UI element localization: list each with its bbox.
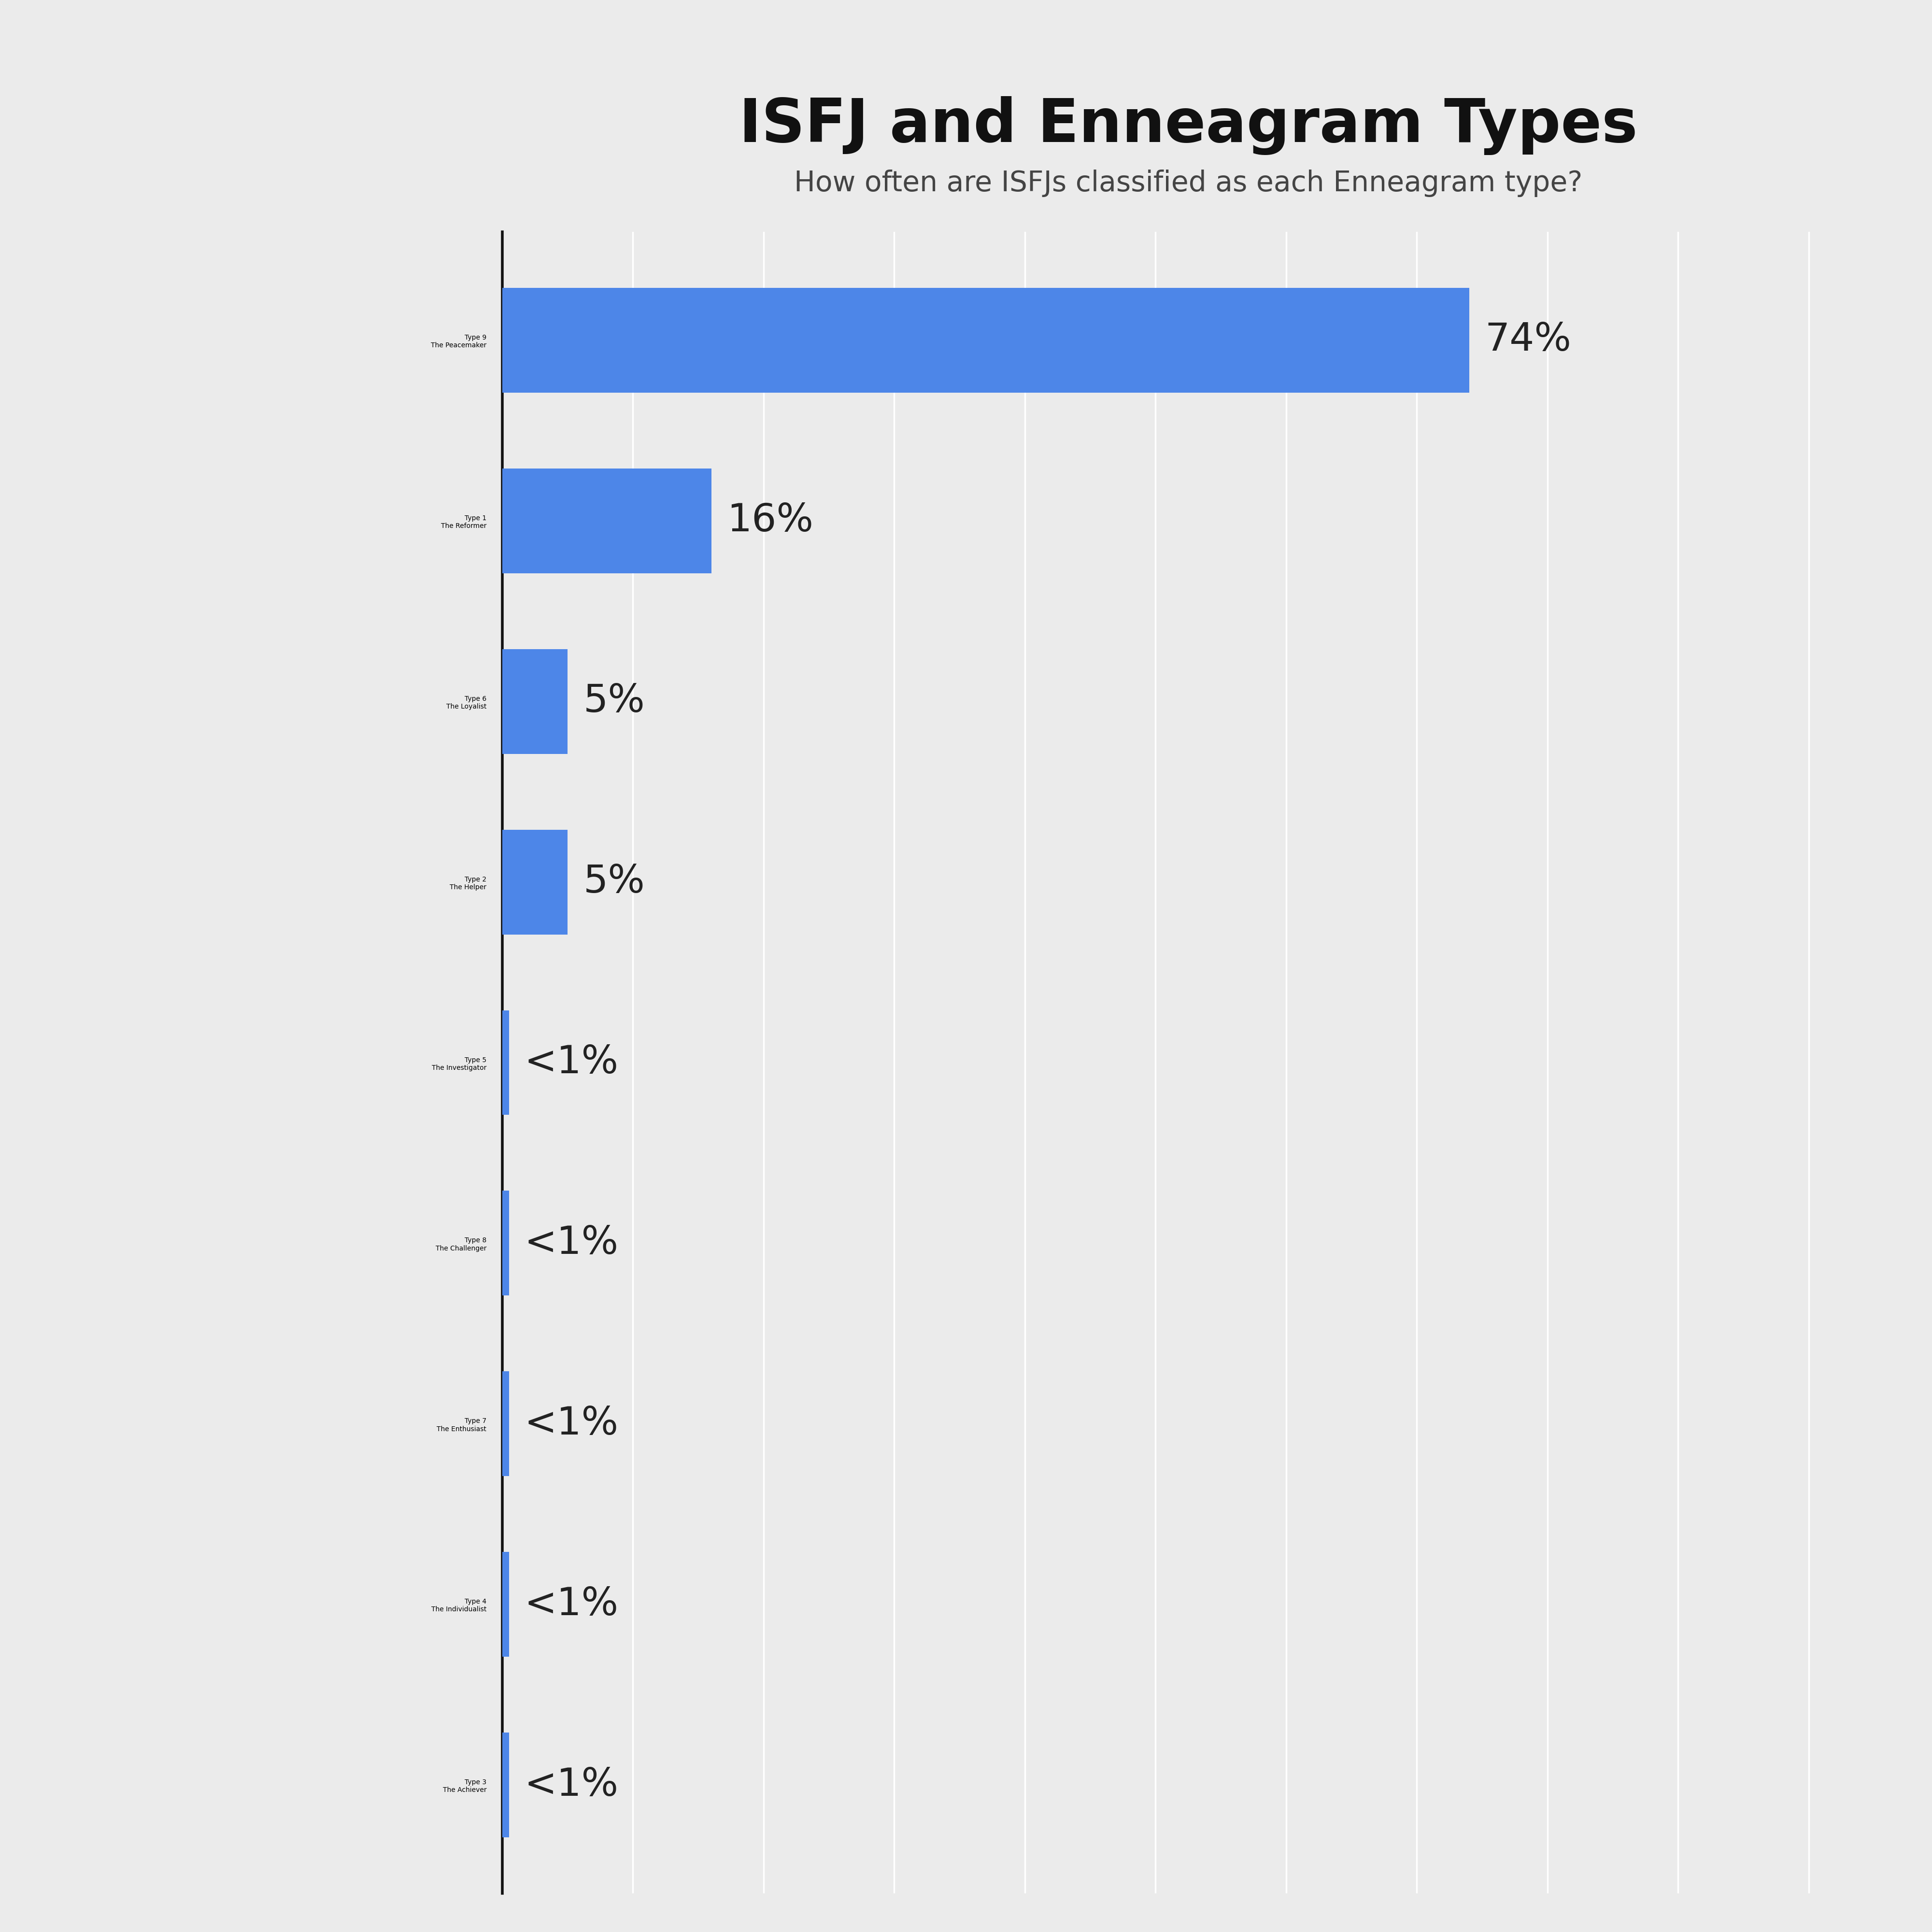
- Bar: [502, 1551, 508, 1658]
- Bar: [502, 649, 568, 753]
- Text: 5%: 5%: [583, 864, 645, 900]
- Bar: [502, 288, 1468, 392]
- Bar: [502, 1733, 508, 1837]
- Bar: [502, 1010, 508, 1115]
- Bar: [502, 468, 711, 574]
- Text: 16%: 16%: [726, 502, 813, 539]
- Text: <1%: <1%: [524, 1043, 618, 1082]
- Text: <1%: <1%: [524, 1586, 618, 1623]
- Text: <1%: <1%: [524, 1405, 618, 1443]
- Text: 5%: 5%: [583, 682, 645, 721]
- Text: <1%: <1%: [524, 1766, 618, 1804]
- Text: ISFJ and Enneagram Types: ISFJ and Enneagram Types: [738, 97, 1638, 155]
- Text: 74%: 74%: [1484, 321, 1571, 359]
- Bar: [502, 829, 568, 935]
- Text: How often are ISFJs classified as each Enneagram type?: How often are ISFJs classified as each E…: [794, 170, 1582, 197]
- Bar: [502, 1190, 508, 1296]
- Text: <1%: <1%: [524, 1225, 618, 1262]
- Bar: [502, 1372, 508, 1476]
